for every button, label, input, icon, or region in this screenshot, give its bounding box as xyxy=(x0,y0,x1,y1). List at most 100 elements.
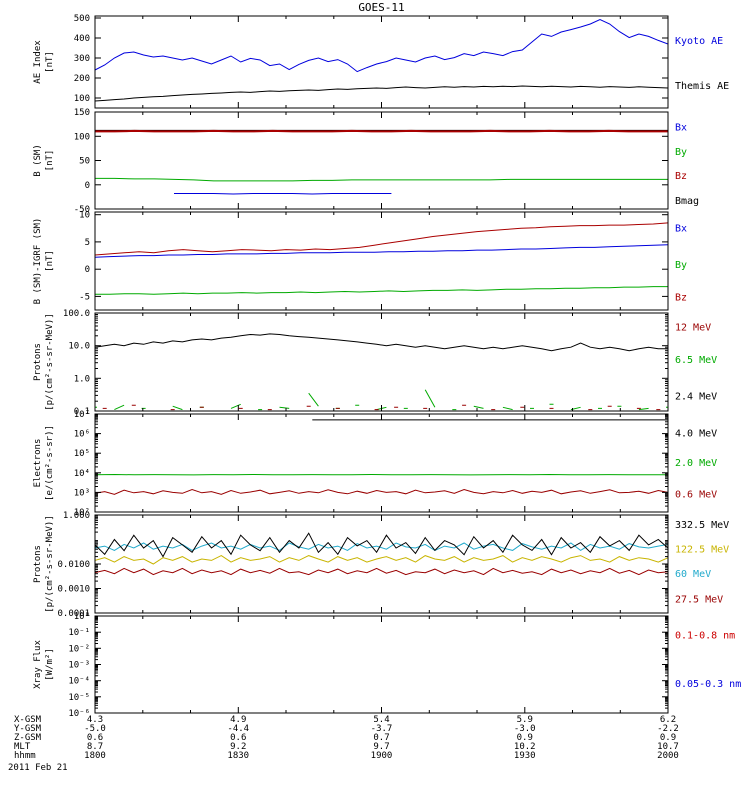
y-tick-label: 400 xyxy=(74,34,90,44)
y-tick-label: 10⁻⁴ xyxy=(68,677,90,687)
footer-row-label: hhmm xyxy=(14,751,36,761)
y-tick-label: 10³ xyxy=(74,488,90,498)
series-label: 27.5 MeV xyxy=(675,594,723,605)
panel-5: 10⁷ 10⁶ 10⁵ 10⁴ 10³ 10² Electrons [e/(cm²-s-sr)… xyxy=(33,410,717,518)
series-label: By xyxy=(675,260,687,271)
footer-row-label: X-GSM xyxy=(14,715,42,725)
y-tick-label: 0.1 xyxy=(74,407,90,417)
date-label: 2011 Feb 21 xyxy=(8,763,68,773)
footer-value: 1830 xyxy=(227,751,249,761)
y-tick-label: 0 xyxy=(85,181,90,191)
footer-value: 0.9 xyxy=(660,733,676,743)
y-tick-label: 100 xyxy=(74,132,90,142)
y-axis-units: [nT] xyxy=(45,150,55,172)
series-label: 4.0 MeV xyxy=(675,429,717,440)
y-axis-units: [p/(cm²-s-sr-MeV)] xyxy=(45,515,55,613)
y-tick-label: 10⁷ xyxy=(74,410,90,420)
y-tick-label: 1.0 xyxy=(74,374,90,384)
series-label: 332.5 MeV xyxy=(675,520,729,531)
panel-series xyxy=(95,222,668,295)
footer-value: 0.7 xyxy=(373,733,389,743)
footer-value: -5.0 xyxy=(84,724,106,734)
panel-4: 100.0 10.0 1.0 0.1 Protons [p/(cm²-s-sr-MeV)]… xyxy=(33,309,717,417)
footer-row-label: Z-GSM xyxy=(14,733,42,743)
y-tick-label: 150 xyxy=(74,108,90,118)
y-tick-label: 10⁻⁶ xyxy=(68,709,90,719)
panel-frame xyxy=(94,15,669,109)
series-bx xyxy=(95,244,668,258)
footer-value: 0.9 xyxy=(517,733,533,743)
footer-value: 10.2 xyxy=(514,742,536,752)
y-axis-title: B (SM)-IGRF (SM) xyxy=(33,218,43,305)
series-60-mev xyxy=(95,542,668,552)
y-axis-title: Protons xyxy=(33,343,43,381)
series-kyoto-ae xyxy=(95,19,668,73)
y-tick-label: 0.0100 xyxy=(57,560,90,570)
y-tick-label: 10⁵ xyxy=(74,449,90,459)
series-332-5-mev xyxy=(95,532,668,558)
panel-7: 10⁰ 10⁻¹ 10⁻² 10⁻³ 10⁻⁴ 10⁻⁵ 10⁻⁶ Xray Flux [W/m… xyxy=(33,612,741,719)
footer-value: 9.2 xyxy=(230,742,246,752)
y-tick-label: 100.0 xyxy=(63,309,90,319)
footer-value: 0.6 xyxy=(87,733,103,743)
series-label: Bz xyxy=(675,171,687,182)
series-by xyxy=(95,286,668,295)
y-tick-label: 10⁰ xyxy=(74,612,90,622)
y-tick-label: 0 xyxy=(85,265,90,275)
plot-title: GOES-11 xyxy=(358,1,405,14)
series-122-5-mev xyxy=(95,555,668,565)
y-axis-units: [W/m²] xyxy=(45,648,55,681)
y-tick-label: 0.0010 xyxy=(57,585,90,595)
series-label: 2.4 MeV xyxy=(675,391,717,402)
y-tick-label: 50 xyxy=(79,157,90,167)
footer-value: 4.9 xyxy=(230,715,246,725)
panel-1: 500 400 300 200 100 AE Index [nT] Kyoto AE Themi… xyxy=(33,14,729,109)
panel-series xyxy=(95,532,668,576)
footer-value: 1800 xyxy=(84,751,106,761)
series-27-5-mev xyxy=(95,567,668,576)
y-axis-title: Protons xyxy=(33,545,43,583)
y-tick-label: 0.0001 xyxy=(57,609,90,619)
y-tick-label: 10⁻³ xyxy=(68,661,90,671)
series-label: 122.5 MeV xyxy=(675,544,729,555)
series-label: 6.5 MeV xyxy=(675,355,717,366)
y-axis-title: Xray Flux xyxy=(33,640,43,689)
series-bz xyxy=(95,129,668,133)
series-bz xyxy=(95,222,668,256)
panel-frame xyxy=(94,413,669,513)
panel-frame xyxy=(94,514,669,614)
panel-frame xyxy=(94,312,669,412)
series-0-6-mev xyxy=(95,488,668,495)
footer-value: -4.4 xyxy=(227,724,249,734)
panel-3: 10 5 0 -5 B (SM)-IGRF (SM) [nT] Bx By Bz xyxy=(33,211,687,311)
panel-frame xyxy=(94,211,669,311)
series-label: Bx xyxy=(675,123,687,134)
y-axis-units: [nT] xyxy=(45,250,55,272)
y-axis-title: B (SM) xyxy=(33,144,43,177)
y-tick-label: 300 xyxy=(74,54,90,64)
y-tick-label: 10² xyxy=(74,508,90,518)
series-by xyxy=(95,177,668,182)
footer-value: 9.7 xyxy=(373,742,389,752)
footer-value: 2000 xyxy=(657,751,679,761)
series-bx xyxy=(174,193,392,195)
y-tick-label: 10⁶ xyxy=(74,430,90,440)
y-tick-label: 10⁻² xyxy=(68,644,90,654)
footer-value: 10.7 xyxy=(657,742,679,752)
footer-value: -3.0 xyxy=(514,724,536,734)
footer-value: -2.2 xyxy=(657,724,679,734)
y-axis-units: [e/(cm²-s-sr)] xyxy=(45,425,55,501)
series-label: 60 MeV xyxy=(675,569,711,580)
series-label: 12 MeV xyxy=(675,323,711,334)
panel-series xyxy=(95,19,668,102)
footer-value: 4.3 xyxy=(87,715,103,725)
y-tick-label: 5 xyxy=(85,238,90,248)
series-themis-ae xyxy=(95,85,668,102)
y-axis-units: [p/(cm²-s-sr-MeV)] xyxy=(45,313,55,411)
panel-frame xyxy=(94,111,669,210)
footer-value: -3.7 xyxy=(371,724,393,734)
series-label: 0.1-0.8 nm xyxy=(675,630,735,641)
